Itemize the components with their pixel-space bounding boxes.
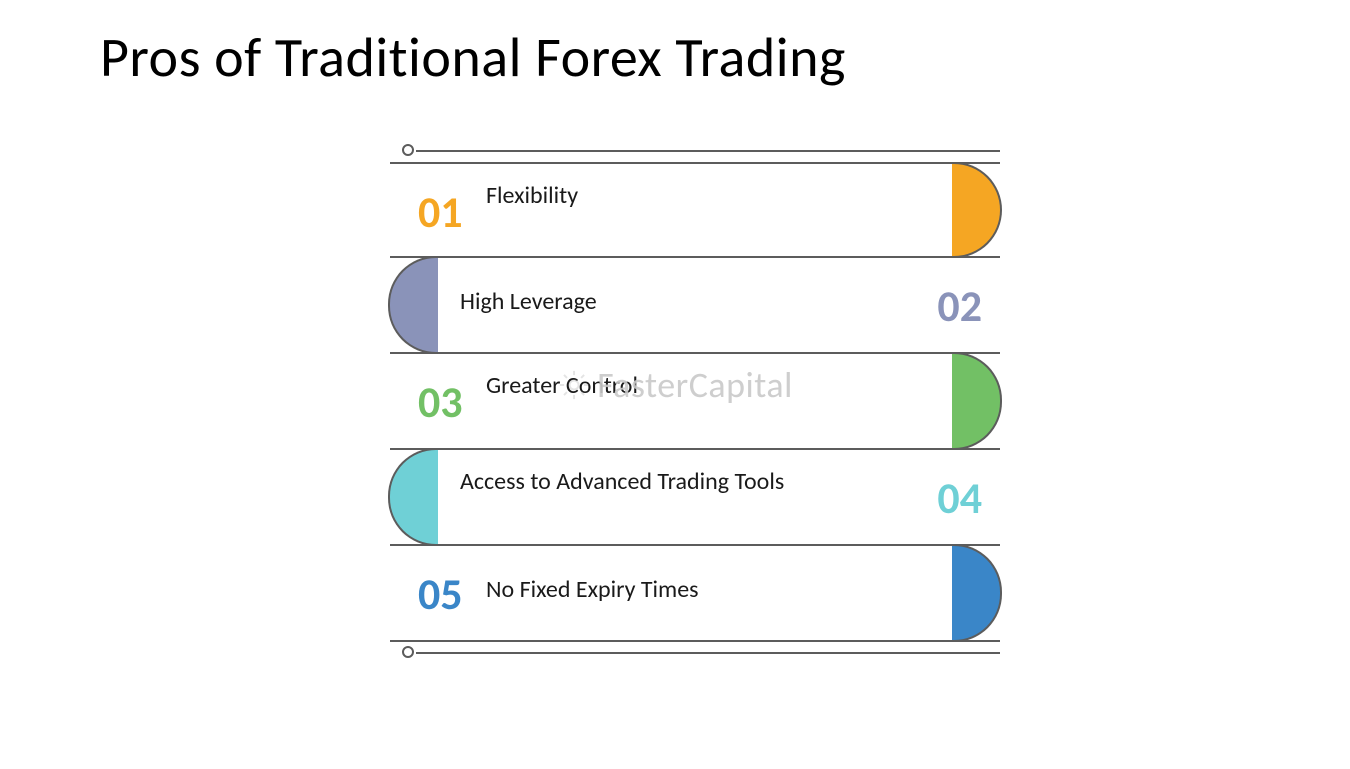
row-cap-3 — [952, 352, 1002, 450]
row-label-4: Access to Advanced Trading Tools — [460, 468, 784, 497]
row-cap-1 — [952, 162, 1002, 258]
row-number-4: 04 — [937, 476, 982, 520]
list-item-3: 03 Greater Control — [390, 354, 1000, 450]
row-label-3: Greater Control — [486, 372, 638, 401]
page-title: Pros of Traditional Forex Trading — [100, 24, 846, 92]
row-label-2: High Leverage — [460, 288, 597, 317]
row-label-5: No Fixed Expiry Times — [486, 576, 699, 605]
lead-dot-top — [402, 144, 414, 156]
list-item-5: 05 No Fixed Expiry Times — [390, 546, 1000, 642]
row-number-3: 03 — [418, 380, 463, 424]
lead-line-bottom — [390, 642, 1000, 664]
row-cap-4 — [388, 448, 438, 546]
row-number-2: 02 — [937, 284, 982, 328]
serpentine-diagram: 01 Flexibility High Leverage 02 03 Great… — [390, 140, 1000, 664]
list-item-4: Access to Advanced Trading Tools 04 — [390, 450, 1000, 546]
row-cap-5 — [952, 544, 1002, 642]
lead-dot-bottom — [402, 646, 414, 658]
row-number-1: 01 — [418, 190, 463, 234]
list-item-1: 01 Flexibility — [390, 162, 1000, 258]
lead-hline-bottom — [416, 652, 1000, 654]
lead-line-top — [390, 140, 1000, 162]
row-number-5: 05 — [418, 572, 463, 616]
list-item-2: High Leverage 02 — [390, 258, 1000, 354]
row-cap-2 — [388, 256, 438, 354]
row-label-1: Flexibility — [486, 182, 578, 211]
lead-hline-top — [416, 150, 1000, 152]
